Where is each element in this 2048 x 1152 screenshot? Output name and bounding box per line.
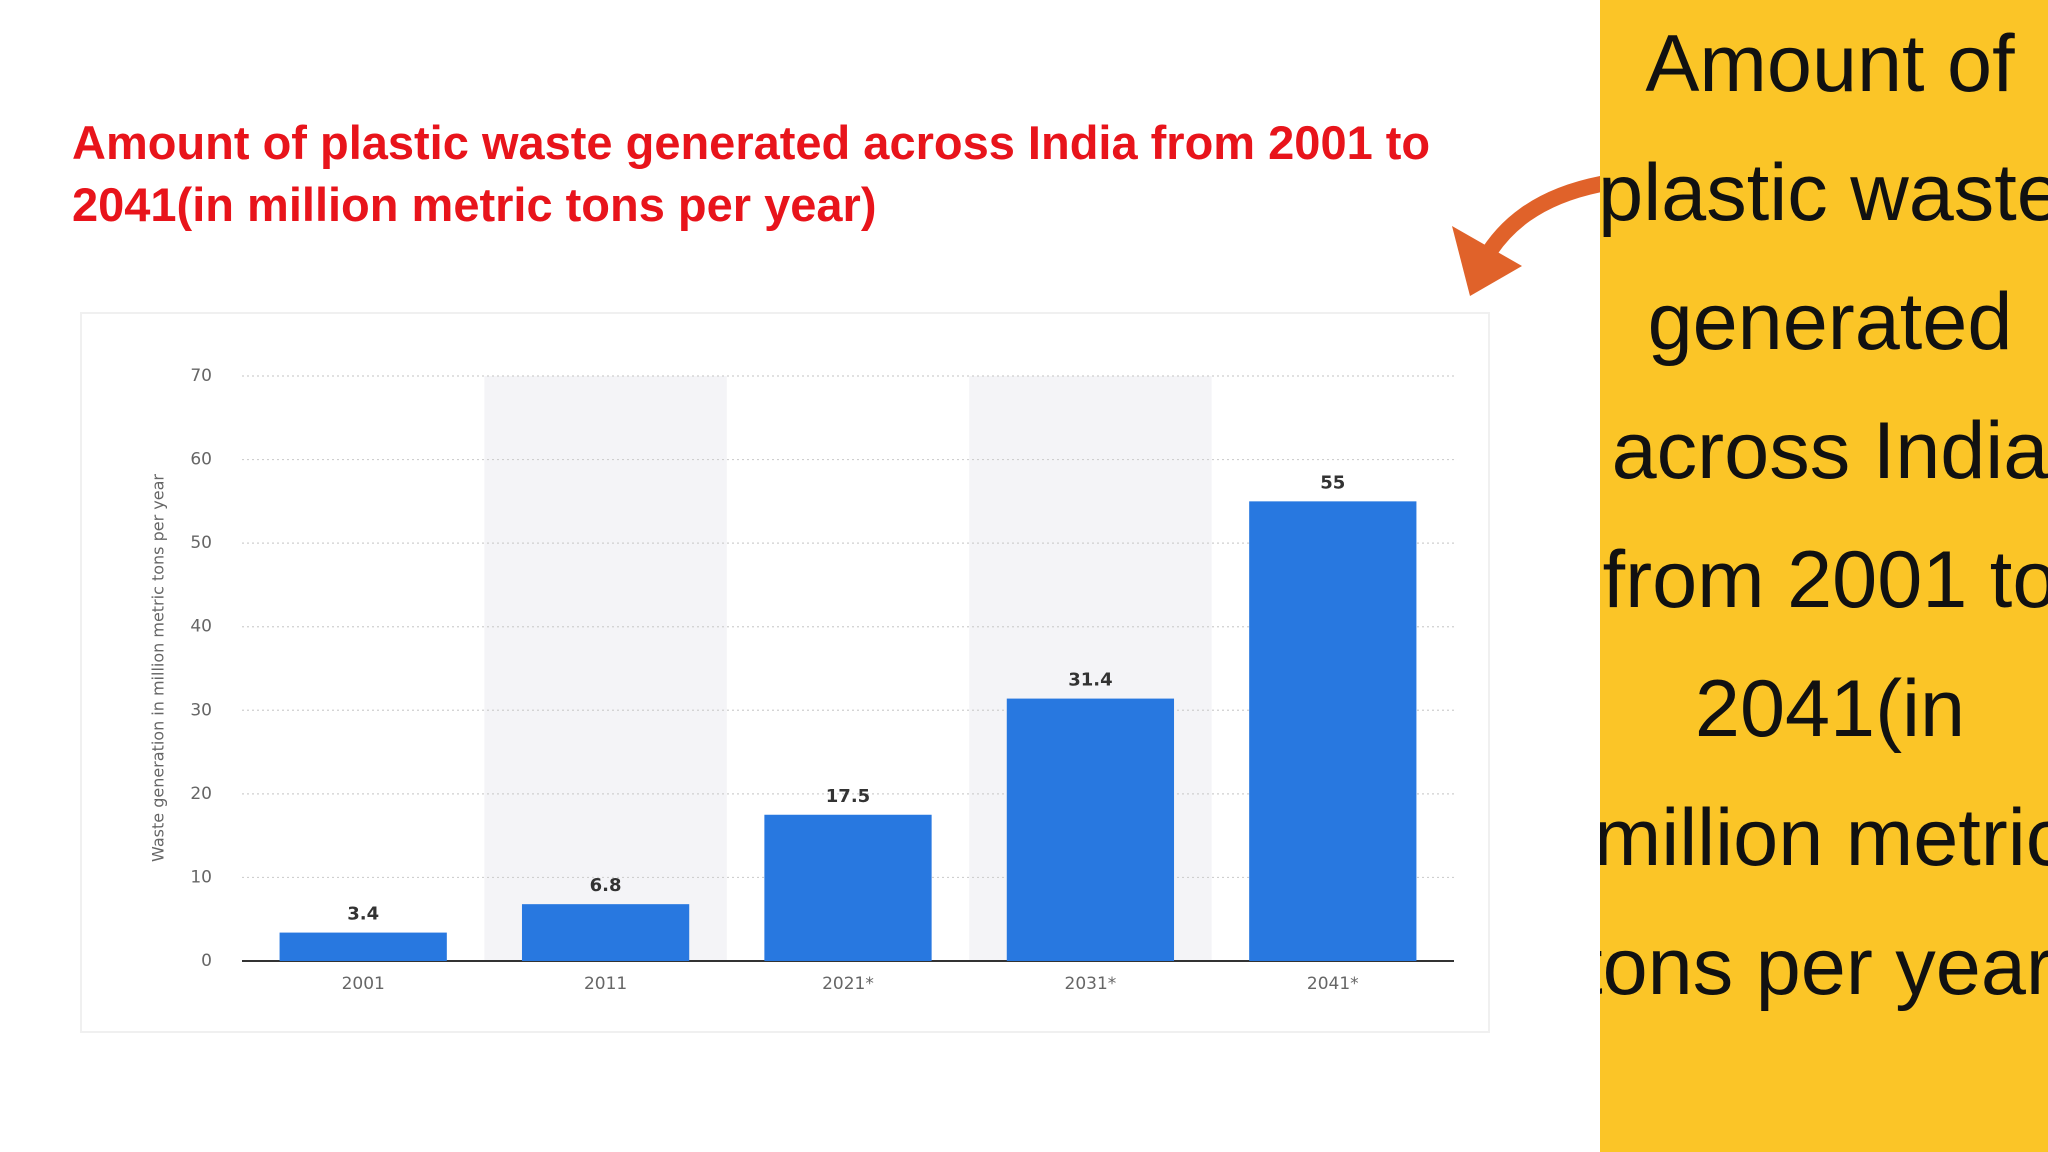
bar [521,904,690,961]
x-tick-label: 2011 [584,974,627,994]
y-tick-label: 60 [190,450,212,470]
value-label: 31.4 [1068,670,1112,691]
x-tick-label: 2021* [822,974,874,994]
bar [1006,698,1175,961]
x-tick-label: 2001 [342,974,385,994]
x-tick-label: 2031* [1065,974,1117,994]
x-tick-label: 2041* [1307,974,1359,994]
bar [764,814,932,961]
y-tick-label: 70 [190,366,212,386]
y-tick-label: 30 [190,700,212,720]
value-label: 3.4 [347,904,379,925]
bar [279,932,447,961]
y-tick-label: 20 [190,784,212,804]
arrow-head [1452,226,1522,296]
bar [1249,501,1417,961]
side-note: Amount of plastic waste generated across… [1600,19,2048,1012]
value-label: 17.5 [826,786,870,807]
chart-title: Amount of plastic waste generated across… [72,116,1431,231]
y-tick-label: 40 [190,617,212,637]
value-label: 6.8 [590,875,622,896]
side-panel: Amount of plastic waste generated across… [1600,0,2048,1152]
plot-area: 0 10 20 30 40 50 60 70 Waste generation in milli… [149,366,1454,994]
band-shade [484,376,727,961]
y-tick-label: 10 [190,867,212,887]
y-axis-label: Waste generation in million metric tons … [149,474,168,862]
y-tick-label: 50 [190,533,212,553]
y-tick-label: 0 [201,951,212,971]
chart: 0 10 20 30 40 50 60 70 Waste generation in milli… [80,176,1600,1033]
value-label: 55 [1320,472,1345,493]
